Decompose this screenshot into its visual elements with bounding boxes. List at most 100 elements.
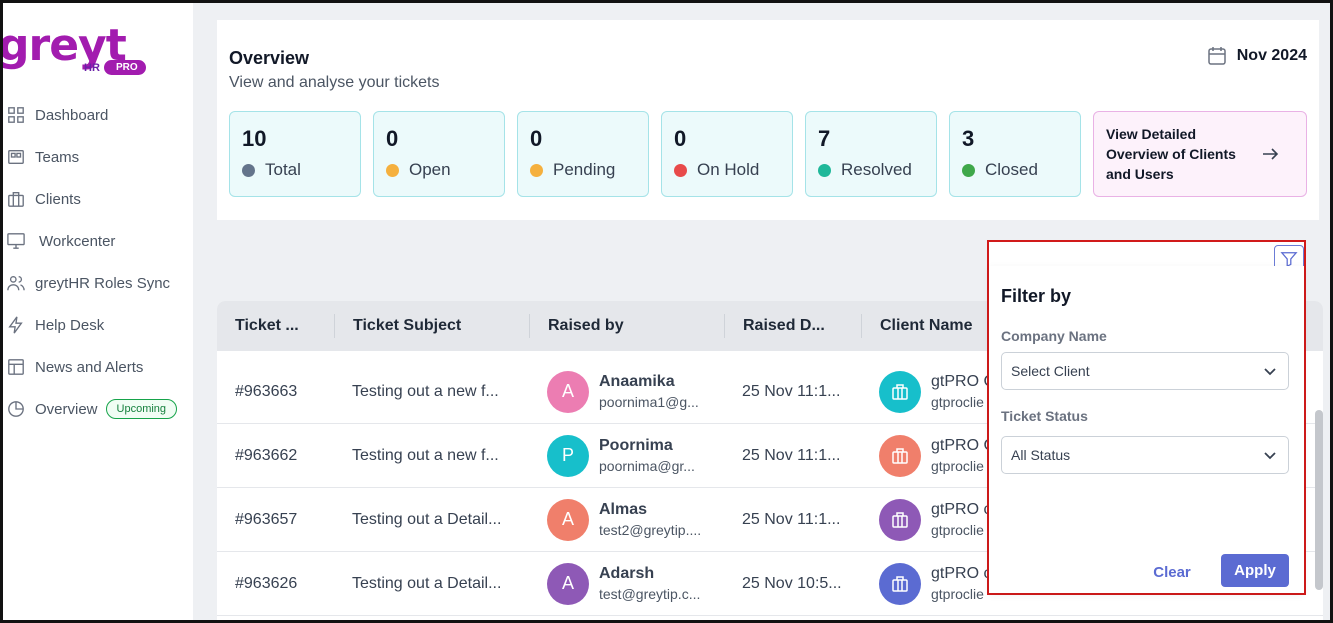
avatar: A — [547, 498, 589, 541]
chevron-down-icon — [1264, 452, 1276, 460]
page-title: Overview — [229, 48, 310, 68]
column-header-ticket-id[interactable]: Ticket ... — [235, 317, 299, 334]
status-dot — [242, 163, 255, 177]
stat-value: 7 — [818, 126, 831, 151]
raised-date: 25 Nov 11:1... — [742, 510, 841, 528]
sidebar-item-label: Dashboard — [35, 106, 109, 124]
stat-value: 0 — [674, 126, 687, 151]
stat-label: Closed — [985, 160, 1038, 179]
greythr-pro-logo[interactable]: greyt HR PRO — [0, 20, 160, 80]
ticket-status-value: All Status — [1011, 447, 1071, 463]
sidebar-item-label: Workcenter — [39, 232, 116, 250]
client-title: gtPRO C — [931, 436, 996, 454]
raiser-name: Poornima — [599, 436, 673, 454]
sidebar-item-clients[interactable]: Clients — [0, 178, 193, 220]
stat-pending[interactable]: 0 Pending — [517, 111, 649, 197]
logo-hr: HR — [84, 62, 100, 74]
users-icon — [6, 273, 26, 293]
stat-label: On Hold — [697, 160, 760, 179]
table-row[interactable]: #963662 Testing out a new f... P Poornim… — [217, 424, 1323, 488]
ticket-subject: Testing out a new f... — [352, 446, 499, 464]
filter-title: Filter by — [1001, 286, 1072, 306]
company-select-value: Select Client — [1011, 363, 1090, 379]
table-row[interactable]: #963657 Testing out a Detail... A Almas t… — [217, 488, 1323, 552]
company-name-label: Company Name — [1001, 328, 1107, 344]
status-dot — [530, 163, 543, 177]
detail-link-label: View Detailed Overview of Clients and Us… — [1106, 126, 1236, 182]
sidebar-item-help-desk[interactable]: Help Desk — [0, 304, 193, 346]
stats-row: 10 Total 0 Open 0 Pending 0 On Hold 7 Re… — [229, 111, 1307, 197]
raiser-email: test2@greytip.... — [599, 521, 702, 538]
ticket-id: #963657 — [235, 510, 298, 528]
sidebar-item-news-alerts[interactable]: News and Alerts — [0, 346, 193, 388]
status-dot — [386, 163, 399, 177]
company-select[interactable]: Select Client — [1001, 352, 1289, 390]
client-title: gtPRO c — [931, 500, 992, 518]
stat-total[interactable]: 10 Total — [229, 111, 361, 197]
month-picker[interactable]: Nov 2024 — [1207, 46, 1307, 66]
view-detailed-overview-link[interactable]: View Detailed Overview of Clients and Us… — [1093, 111, 1307, 197]
sidebar: greyt HR PRO Dashboard Teams Clients Wor… — [0, 0, 193, 623]
raised-by: A Anaamika poornima1@g... — [529, 370, 724, 413]
apply-button[interactable]: Apply — [1221, 554, 1289, 587]
sidebar-item-roles-sync[interactable]: greytHR Roles Sync — [0, 262, 193, 304]
stat-value: 3 — [962, 126, 975, 151]
client-briefcase-icon — [879, 370, 921, 413]
sidebar-nav: Dashboard Teams Clients Workcenter greyt… — [0, 94, 193, 430]
client-email: gtproclie — [931, 521, 984, 538]
briefcase-icon — [6, 189, 26, 209]
clear-button[interactable]: Clear — [1153, 563, 1191, 581]
column-header-raised-date[interactable]: Raised D... — [724, 314, 861, 338]
news-icon — [6, 357, 26, 377]
column-header-raised-by[interactable]: Raised by — [529, 314, 724, 338]
stat-value: 0 — [530, 126, 543, 151]
raised-date: 25 Nov 11:1... — [742, 446, 841, 464]
stat-label: Open — [409, 160, 451, 179]
stat-value: 10 — [242, 126, 267, 151]
stat-on-hold[interactable]: 0 On Hold — [661, 111, 793, 197]
raised-date: 25 Nov 10:5... — [742, 574, 842, 592]
stat-label: Pending — [553, 160, 616, 179]
logo-pro-badge: PRO — [104, 60, 146, 75]
client-name: gtPRO C gtproclie — [861, 434, 1061, 477]
avatar: P — [547, 434, 589, 477]
column-header-ticket-subject[interactable]: Ticket Subject — [334, 314, 529, 338]
client-title: gtPRO c — [931, 564, 992, 582]
sidebar-item-label: Help Desk — [35, 316, 105, 334]
sidebar-item-label: Overview — [35, 400, 98, 418]
sidebar-item-overview[interactable]: Overview Upcoming — [0, 388, 193, 430]
sidebar-item-label: greytHR Roles Sync — [35, 274, 171, 292]
stat-open[interactable]: 0 Open — [373, 111, 505, 197]
chevron-down-icon — [1264, 368, 1276, 376]
column-header-client-name[interactable]: Client Name — [861, 314, 1061, 338]
sidebar-item-teams[interactable]: Teams — [0, 136, 193, 178]
pie-icon — [6, 399, 26, 419]
sidebar-item-label: News and Alerts — [35, 358, 144, 376]
avatar: A — [547, 562, 589, 605]
sidebar-item-dashboard[interactable]: Dashboard — [0, 94, 193, 136]
stat-label: Resolved — [841, 160, 912, 179]
raiser-name: Almas — [599, 500, 648, 518]
stat-closed[interactable]: 3 Closed — [949, 111, 1081, 197]
ticket-status-select[interactable]: All Status — [1001, 436, 1289, 474]
bolt-icon — [6, 315, 26, 335]
ticket-id: #963663 — [235, 382, 298, 400]
raiser-email: poornima1@g... — [599, 393, 699, 410]
status-dot — [674, 163, 687, 177]
raised-date: 25 Nov 11:1... — [742, 382, 841, 400]
ticket-subject: Testing out a Detail... — [352, 574, 502, 592]
stat-label: Total — [265, 160, 301, 179]
filter-popover: Filter by Company Name Select Client Tic… — [987, 240, 1306, 595]
calendar-icon — [1207, 47, 1226, 65]
ticket-subject: Testing out a new f... — [352, 382, 499, 400]
table-scrollbar[interactable] — [1315, 410, 1323, 590]
table-row[interactable]: #963626 Testing out a Detail... A Adarsh… — [217, 552, 1323, 616]
avatar: A — [547, 370, 589, 413]
ticket-status-label: Ticket Status — [1001, 408, 1088, 424]
raiser-name: Adarsh — [599, 564, 655, 582]
table-row[interactable]: #963663 Testing out a new f... A Anaamik… — [217, 360, 1323, 424]
ticket-id: #963626 — [235, 574, 298, 592]
stat-resolved[interactable]: 7 Resolved — [805, 111, 937, 197]
client-email: gtproclie — [931, 393, 984, 410]
sidebar-item-workcenter[interactable]: Workcenter — [0, 220, 193, 262]
